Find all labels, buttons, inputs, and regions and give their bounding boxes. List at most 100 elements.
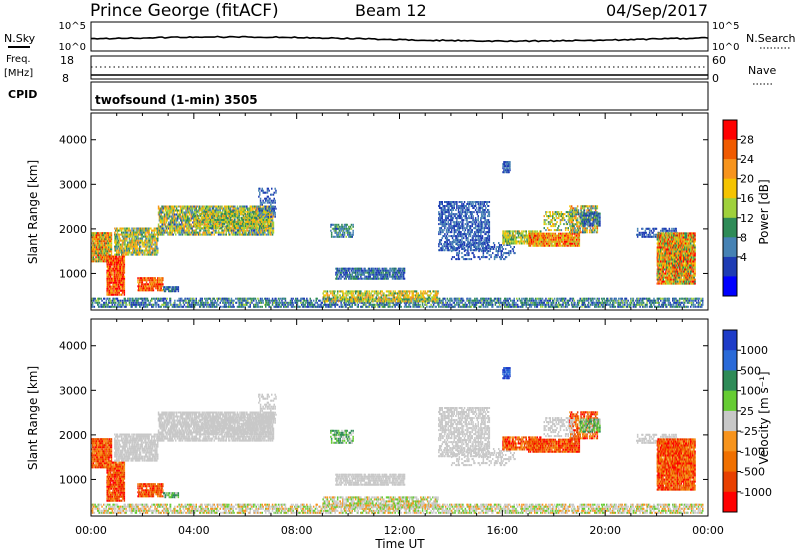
power-cell: [265, 215, 268, 218]
power-cell: [130, 233, 132, 236]
power-cell: [114, 267, 116, 270]
power-cell: [375, 271, 377, 274]
power-cell: [158, 289, 161, 292]
power-cell: [337, 277, 340, 280]
power-cell: [139, 249, 141, 252]
power-cell: [456, 217, 458, 220]
power-cell: [119, 227, 121, 230]
power-cell: [470, 215, 473, 218]
power-cell: [484, 217, 486, 220]
power-cell: [344, 273, 347, 276]
power-cell: [453, 207, 455, 209]
power-cell: [159, 285, 162, 288]
power-cell: [117, 229, 120, 232]
power-cell: [106, 240, 108, 243]
power-cell: [100, 252, 102, 255]
power-cell: [107, 234, 109, 237]
power-cell: [450, 215, 452, 218]
power-cell: [104, 234, 107, 237]
power-cell: [200, 212, 203, 215]
power-cell: [454, 248, 456, 250]
power-cell: [170, 223, 173, 226]
power-cell: [504, 258, 506, 261]
power-cell: [172, 233, 174, 236]
power-cell: [97, 260, 99, 263]
power-cell: [132, 237, 134, 240]
power-cell: [480, 239, 483, 242]
power-cell: [348, 227, 351, 230]
power-cell: [262, 222, 264, 225]
power-cell: [271, 219, 274, 222]
power-cell: [366, 269, 369, 272]
power-cell: [108, 246, 110, 249]
power-cell: [208, 217, 210, 220]
power-cell: [211, 207, 214, 210]
power-cell: [169, 231, 172, 234]
power-cell: [106, 287, 108, 290]
power-cell: [242, 220, 245, 223]
power-cell: [131, 239, 133, 242]
power-cell: [270, 211, 272, 214]
power-cell: [438, 245, 440, 248]
power-cell: [163, 207, 166, 210]
power-cell: [114, 289, 116, 292]
power-cell: [207, 205, 209, 208]
power-cell: [235, 214, 238, 217]
power-cell: [110, 244, 113, 247]
power-cell: [168, 233, 170, 236]
power-cell: [175, 221, 178, 224]
power-cell: [247, 233, 249, 236]
power-cell: [97, 252, 100, 255]
power-cell: [474, 233, 476, 236]
power-cell: [357, 275, 359, 278]
power-cell: [104, 256, 107, 259]
power-cell: [132, 233, 134, 236]
power-cell: [359, 267, 361, 270]
power-cell: [516, 240, 518, 243]
power-cell: [164, 288, 167, 291]
power-cell: [205, 231, 207, 234]
power-cell: [146, 251, 149, 254]
power-cell: [178, 229, 180, 232]
power-cell: [131, 253, 133, 256]
power-cell: [454, 249, 456, 252]
power-cell: [370, 267, 372, 270]
power-cell: [239, 231, 241, 234]
power-cell: [161, 289, 163, 292]
power-cell: [151, 253, 154, 256]
power-cell: [224, 220, 227, 223]
power-cell: [351, 233, 353, 236]
power-cell: [135, 251, 138, 254]
power-cell: [227, 205, 229, 208]
power-cell: [190, 227, 192, 230]
power-cell: [107, 275, 109, 278]
power-cell: [101, 232, 103, 235]
power-cell: [259, 224, 262, 227]
power-cell: [116, 265, 119, 268]
power-cell: [476, 229, 479, 232]
power-cell: [133, 239, 136, 242]
power-cell: [205, 205, 208, 208]
power-cell: [115, 237, 118, 240]
power-cell: [179, 231, 181, 234]
power-cell: [121, 247, 123, 250]
power-cell: [211, 227, 213, 230]
power-cell: [121, 269, 124, 272]
power-cell: [97, 234, 99, 237]
power-cell: [518, 232, 521, 235]
power-cell: [102, 238, 104, 241]
power-cell: [216, 215, 218, 218]
power-cell: [438, 215, 441, 218]
power-cell: [194, 217, 197, 220]
power-cell: [401, 273, 403, 276]
power-cell: [193, 210, 196, 213]
power-cell: [345, 223, 347, 226]
power-cell: [182, 207, 185, 210]
power-cell: [187, 211, 189, 214]
power-cell: [394, 267, 396, 270]
power-cell: [256, 209, 258, 212]
power-cell: [158, 215, 161, 218]
power-cell: [358, 273, 360, 276]
power-cell: [260, 211, 263, 214]
power-cell: [148, 249, 150, 252]
